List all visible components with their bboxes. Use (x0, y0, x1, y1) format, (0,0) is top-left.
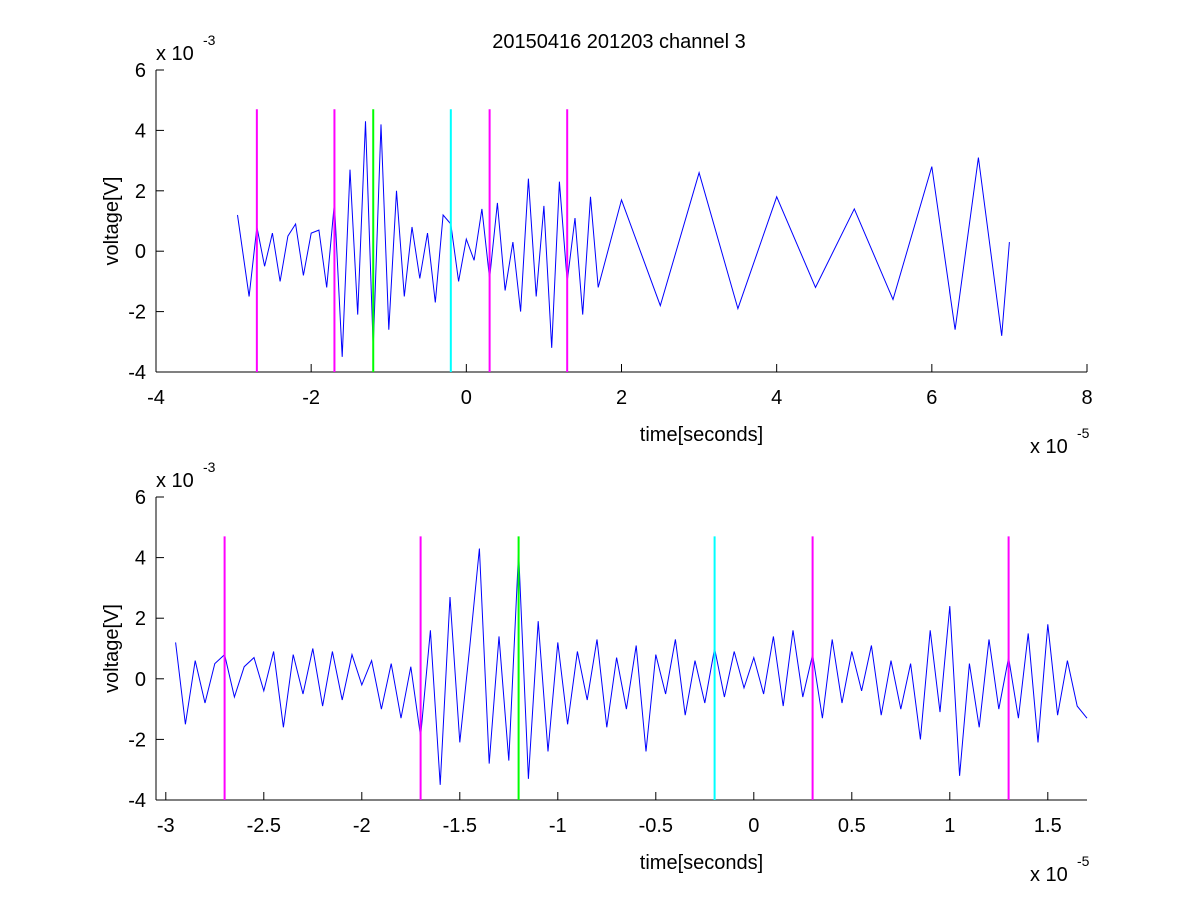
y-axis-label: voltage[V] (101, 177, 123, 266)
x-tick-label: 6 (926, 387, 937, 409)
y-multiplier: x 10 (156, 470, 194, 492)
signal-series-line (237, 121, 1010, 357)
x-tick-label: 0 (748, 815, 759, 837)
x-tick-label: 1 (944, 815, 955, 837)
y-tick-label: 6 (135, 60, 146, 82)
x-tick-label: -2.5 (247, 815, 281, 837)
upper-plot: -4 -2 0 2 4 6 8 -4 -2 0 2 4 6 time[seconds] voltage[V]… (101, 32, 1093, 458)
y-tick-label: -4 (128, 790, 146, 812)
y-tick-label: -2 (128, 302, 146, 324)
figure-title: 20150416 201203 channel 3 (492, 31, 746, 53)
y-multiplier: x 10 (156, 43, 194, 65)
y-axis-label: voltage[V] (101, 604, 123, 693)
y-tick-label: 2 (135, 608, 146, 630)
y-tick-label: -2 (128, 729, 146, 751)
x-tick-label: -2 (353, 815, 371, 837)
x-tick-label: -0.5 (639, 815, 673, 837)
x-tick-label: 0.5 (838, 815, 866, 837)
x-exponent: -5 (1077, 425, 1090, 441)
x-tick-label: 4 (771, 387, 782, 409)
x-tick-label: 0 (461, 387, 472, 409)
x-exponent: -5 (1077, 853, 1090, 869)
x-multiplier: x 10 (1030, 436, 1068, 458)
x-tick-label: -2 (302, 387, 320, 409)
y-tick-label: 6 (135, 487, 146, 509)
y-tick-label: 0 (135, 669, 146, 691)
x-axis-label: time[seconds] (640, 424, 763, 446)
x-multiplier: x 10 (1030, 864, 1068, 886)
y-tick-label: -4 (128, 362, 146, 384)
y-exponent: -3 (203, 32, 216, 48)
x-tick-label: 1.5 (1034, 815, 1062, 837)
x-axis-label: time[seconds] (640, 852, 763, 874)
x-tick-label: 8 (1081, 387, 1092, 409)
y-exponent: -3 (203, 459, 216, 475)
y-tick-label: 0 (135, 241, 146, 263)
signal-series-line (175, 548, 1088, 785)
x-tick-label: -3 (157, 815, 175, 837)
lower-plot: -3 -2.5 -2 -1.5 -1 -0.5 0 0.5 1 1.5 -4 -2 0 2 4 6 time[s… (101, 459, 1090, 886)
x-tick-label: -1.5 (443, 815, 477, 837)
y-tick-label: 4 (135, 120, 146, 142)
x-tick-label: 2 (616, 387, 627, 409)
y-tick-label: 4 (135, 548, 146, 570)
x-tick-label: -4 (147, 387, 165, 409)
x-tick-label: -1 (549, 815, 567, 837)
y-tick-label: 2 (135, 181, 146, 203)
